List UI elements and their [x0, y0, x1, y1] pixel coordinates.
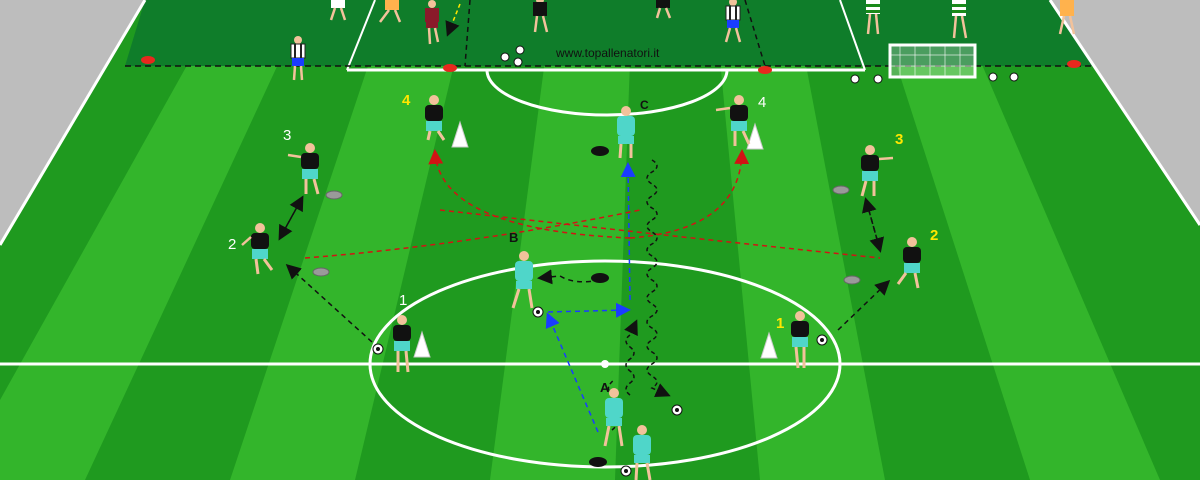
penalty-area-line-right: [839, 0, 866, 71]
top-zone-divider-left: [464, 0, 471, 67]
label-left-4: 4: [402, 92, 411, 109]
label-left-2: 2: [228, 236, 236, 253]
run-arrow: [547, 302, 631, 318]
penalty-area-line-left: [346, 0, 376, 71]
football: [988, 72, 998, 82]
label-right-2: 2: [930, 227, 938, 244]
player-right-1: [791, 311, 809, 369]
training-cones: [413, 120, 778, 359]
football: [515, 45, 525, 55]
red-line-right: [439, 209, 881, 259]
top-zone-players: [290, 0, 1076, 81]
run-arrow: [545, 312, 599, 433]
player-orange: [379, 0, 402, 23]
football: [671, 404, 683, 416]
runs-blue: [545, 162, 636, 433]
player-black: [533, 0, 549, 33]
player-left-3: [287, 143, 320, 195]
label-B: B: [509, 230, 518, 245]
red-cone: [758, 66, 772, 74]
football: [1009, 72, 1019, 82]
football: [816, 334, 828, 346]
label-left-3: 3: [283, 127, 291, 144]
white-cone: [746, 122, 764, 150]
centre-circle: [368, 259, 842, 469]
label-right-1: 1: [776, 315, 784, 332]
football: [532, 306, 544, 318]
white-cone: [760, 331, 778, 359]
pass-arrow: [537, 269, 601, 285]
grey-marker: [832, 185, 850, 195]
curved-run-right: [629, 149, 750, 239]
player-black: [655, 0, 672, 19]
black-marker: [591, 146, 609, 156]
pass-arrow: [278, 197, 303, 241]
player-left-1: [393, 315, 411, 373]
dribble-path: [646, 159, 671, 398]
pitch-stripe: [230, 60, 455, 480]
pitch-stripe: [895, 60, 1160, 480]
top-zone-divider-right: [744, 0, 766, 67]
player-right-3: [860, 145, 894, 197]
player-A2: [633, 425, 652, 480]
football: [850, 74, 860, 84]
football: [873, 74, 883, 84]
run-arrow: [620, 162, 636, 301]
football: [513, 57, 523, 67]
label-right-3: 3: [895, 131, 903, 148]
player-striped: [290, 36, 306, 81]
football: [372, 343, 384, 355]
player-green-striped: [866, 0, 880, 35]
white-cone: [451, 120, 469, 148]
player-maroon: [425, 0, 440, 45]
football: [620, 465, 632, 477]
player-white: [329, 0, 347, 21]
grey-marker: [325, 190, 343, 200]
pass-arrows: [278, 195, 891, 343]
player-green-striped: [952, 0, 968, 39]
label-A: A: [600, 380, 610, 395]
top-zone-pass-arrow: [445, 3, 461, 37]
small-goal: [888, 43, 977, 79]
label-right-4: 4: [758, 94, 766, 111]
grey-marker: [843, 275, 861, 285]
watermark: www.topallenatori.it: [555, 46, 660, 60]
black-marker: [589, 457, 607, 467]
white-cone: [413, 330, 431, 358]
marker-cones-red: [141, 56, 1081, 74]
player-right-4: [715, 95, 751, 146]
pitch-stripe: [490, 60, 630, 480]
touchline-right: [1048, 0, 1200, 226]
black-marker: [591, 273, 609, 283]
player-right-2: [896, 237, 921, 289]
red-cone: [1067, 60, 1081, 68]
player-B: [511, 251, 534, 309]
player-left-4: [425, 95, 446, 141]
player-A: [603, 388, 624, 447]
curved-run-left: [428, 149, 631, 239]
player-orange: [1058, 0, 1076, 35]
pass-arrow: [837, 279, 891, 331]
balls: [372, 45, 1019, 477]
touchline-left: [0, 0, 147, 246]
player-C: [617, 106, 635, 159]
pass-arrow: [285, 263, 373, 343]
centre-spot: [601, 360, 609, 368]
player-left-2: [241, 223, 274, 275]
label-C: C: [640, 98, 649, 112]
grey-marker: [312, 267, 330, 277]
football: [500, 52, 510, 62]
label-left-1: 1: [399, 292, 407, 309]
penalty-arc: [485, 69, 729, 117]
pitch-stripe: [720, 60, 885, 480]
red-cone: [443, 64, 457, 72]
flat-markers-grey: [312, 185, 861, 285]
red-cone: [141, 56, 155, 64]
pitch-stripe: [0, 60, 280, 480]
player-striped: [724, 0, 742, 43]
dribble-path: [624, 319, 638, 396]
